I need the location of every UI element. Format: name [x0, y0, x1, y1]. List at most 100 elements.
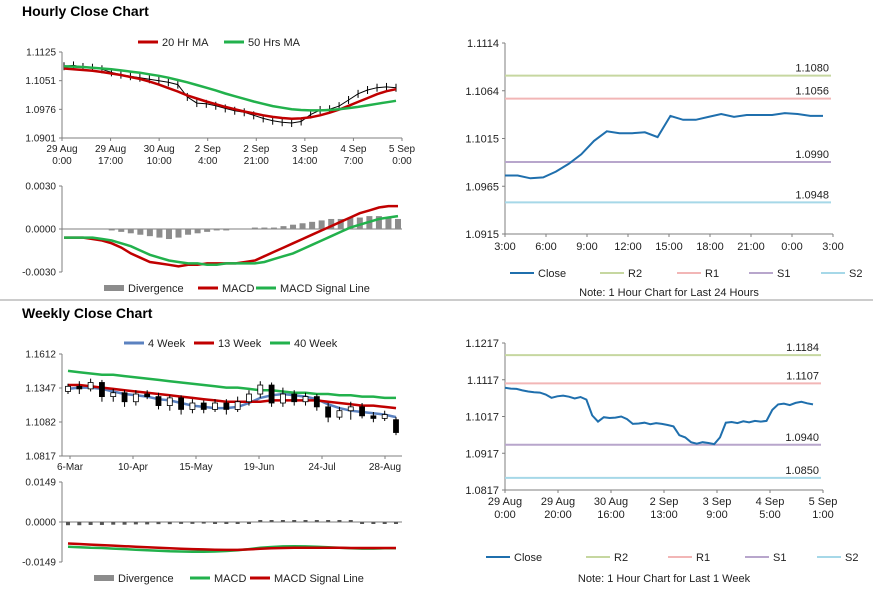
level-label-r2: 1.1080 — [795, 63, 829, 75]
candle-body — [200, 402, 207, 410]
level-label-s1: 1.0990 — [795, 149, 829, 161]
y-tick-label: 1.0976 — [25, 105, 56, 116]
x-tick-label: 2 Sep — [195, 144, 222, 155]
legend-label: Close — [514, 552, 542, 564]
x-tick-label-time: 0:00 — [392, 156, 412, 167]
legend-label: Divergence — [118, 573, 174, 585]
x-tick-label: 18:00 — [696, 241, 724, 253]
y-tick-label: 1.0965 — [465, 181, 499, 193]
candle-body — [223, 402, 230, 410]
y-tick-label: 0.0030 — [25, 182, 56, 193]
legend-label: S1 — [773, 552, 786, 564]
close-line — [504, 386, 814, 446]
candle-body — [212, 402, 218, 410]
x-tick-label: 10-Apr — [118, 462, 149, 473]
y-tick-label: 1.0817 — [465, 485, 499, 497]
y-tick-label: 0.0000 — [25, 225, 56, 236]
candle-body — [257, 384, 264, 395]
x-tick-label: 24-Jul — [308, 462, 335, 473]
candle-body — [268, 384, 275, 404]
level-label-r2: 1.1184 — [786, 342, 819, 354]
y-tick-label: 0.0149 — [25, 478, 56, 489]
candle-body — [189, 402, 196, 410]
y-tick-label: 1.1051 — [25, 76, 56, 87]
x-tick-label: 30 Aug — [144, 144, 175, 155]
y-tick-label: -0.0030 — [22, 268, 56, 279]
level-label-r1: 1.1107 — [786, 370, 819, 382]
y-tick-label: 1.1064 — [465, 86, 499, 98]
y-tick-label: 1.1114 — [467, 38, 499, 50]
legend-swatch-divergence — [94, 575, 114, 581]
legend-label: MACD Signal Line — [274, 573, 364, 585]
y-tick-label: 1.0917 — [465, 448, 499, 460]
x-tick-label-time: 0:00 — [52, 156, 72, 167]
candle-body — [144, 393, 151, 397]
x-tick-label: 29 Aug — [488, 496, 522, 508]
level-label-r1: 1.1056 — [795, 86, 829, 98]
candle-body — [347, 406, 354, 412]
y-tick-label: 1.1125 — [26, 48, 56, 59]
candle-body — [234, 401, 241, 410]
legend-label: S2 — [849, 268, 862, 280]
y-tick-label: 1.1612 — [25, 350, 56, 361]
legend-label: MACD — [222, 283, 254, 295]
candle-body — [155, 396, 162, 406]
x-tick-label: 6-Mar — [57, 462, 84, 473]
x-tick-label: 3 Sep — [292, 144, 319, 155]
candle-body — [302, 396, 309, 403]
candle-body — [336, 410, 343, 418]
x-tick-label: 5 Sep — [389, 144, 416, 155]
x-tick-label-time: 21:00 — [244, 156, 269, 167]
x-tick-label-time: 20:00 — [544, 509, 572, 521]
legend-label: 50 Hrs MA — [248, 37, 301, 49]
x-tick-label-time: 14:00 — [292, 156, 317, 167]
x-tick-label: 4 Sep — [756, 496, 785, 508]
y-tick-label: -0.0149 — [22, 558, 56, 569]
candle-body — [381, 414, 388, 419]
hourly-section-title: Hourly Close Chart — [22, 3, 149, 19]
series-line-13-week — [68, 383, 397, 410]
x-tick-label: 29 Aug — [95, 144, 126, 155]
x-tick-label: 2 Sep — [650, 496, 679, 508]
legend-label: R2 — [614, 552, 628, 564]
x-tick-label-time: 0:00 — [494, 509, 515, 521]
weekly-price-chart: 4 Week 13 Week 40 Week 1.1612 1.1347 1.1082 1.… — [25, 338, 402, 473]
x-tick-label: 6:00 — [535, 241, 556, 253]
x-tick-label-time: 10:00 — [147, 156, 172, 167]
candle-body — [313, 396, 320, 408]
x-tick-label-time: 13:00 — [650, 509, 678, 521]
x-tick-label: 3:00 — [822, 241, 843, 253]
x-tick-label-time: 5:00 — [759, 509, 780, 521]
x-tick-label: 19-Jun — [244, 462, 275, 473]
weekly-macd-chart: 0.0149 0.0000 -0.0149 Divergence MACD MACD Si… — [22, 478, 402, 585]
x-tick-label-time: 16:00 — [597, 509, 625, 521]
candle-body — [325, 406, 332, 418]
x-tick-label-time: 1:00 — [812, 509, 833, 521]
x-tick-label: 28-Aug — [369, 462, 401, 473]
x-tick-label: 3 Sep — [703, 496, 732, 508]
candle-body — [87, 382, 94, 390]
legend-label: 4 Week — [148, 338, 186, 350]
y-tick-label: 1.0915 — [465, 229, 499, 241]
level-label-s2: 1.0850 — [785, 465, 819, 477]
hourly-macd-chart: 0.0030 0.0000 -0.0030 Divergence MACD MACD Si… — [22, 182, 402, 295]
y-tick-label: 1.0901 — [25, 134, 56, 145]
y-tick-label: 1.1015 — [465, 134, 499, 146]
series-line-macd-signal-line — [67, 542, 396, 552]
x-tick-label-time: 7:00 — [344, 156, 364, 167]
level-label-s2: 1.0948 — [795, 189, 829, 201]
x-tick-label: 30 Aug — [594, 496, 628, 508]
legend-label: S2 — [845, 552, 858, 564]
candle-body — [291, 393, 298, 403]
legend-label: Close — [538, 268, 566, 280]
candle-body — [76, 385, 83, 390]
x-tick-label: 15:00 — [655, 241, 683, 253]
x-tick-label: 29 Aug — [46, 144, 77, 155]
close-line — [505, 112, 823, 180]
candle-body — [246, 393, 252, 403]
y-tick-label: 1.1017 — [465, 412, 499, 424]
y-tick-label: 1.1082 — [25, 418, 56, 429]
legend-label: Divergence — [128, 283, 184, 295]
